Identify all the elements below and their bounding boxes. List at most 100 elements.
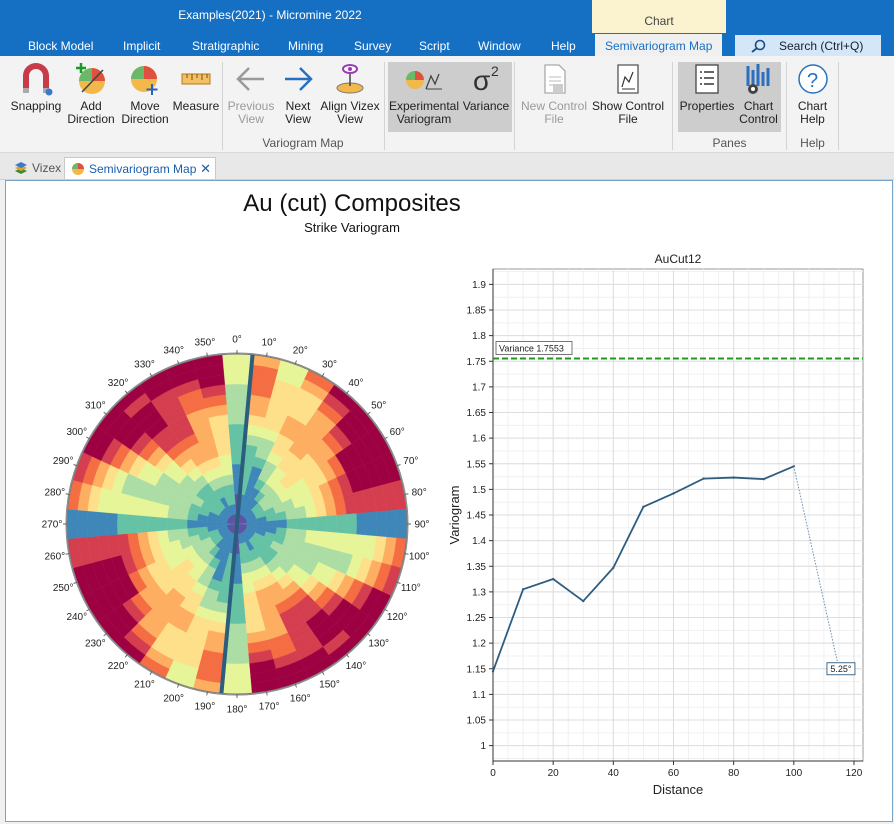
vizex-icon: [15, 162, 27, 174]
doc-tab-vizex[interactable]: Vizex: [8, 157, 62, 179]
rose-tick: [404, 493, 409, 495]
map-subtitle: Strike Variogram: [304, 220, 400, 235]
variance-label: Variance: [462, 99, 510, 113]
rose-cell: [76, 509, 88, 539]
rose-cell: [136, 515, 148, 533]
rose-tick: [149, 373, 153, 378]
chart-control-button[interactable]: Chart Control: [736, 62, 781, 132]
move-direction-button[interactable]: Move Direction: [118, 62, 172, 132]
close-icon[interactable]: ✕: [200, 161, 211, 176]
rose-angle-label: 120°: [387, 612, 408, 623]
tab-semivariogram-map[interactable]: Semivariogram Map: [595, 34, 723, 56]
doc-tab-semivariogram-label: Semivariogram Map: [89, 162, 197, 176]
series-point: [762, 477, 765, 481]
rose-cell: [316, 515, 328, 533]
properties-label: Properties: [679, 99, 735, 113]
add-direction-button[interactable]: Add Direction: [64, 62, 118, 132]
experimental-variogram-button[interactable]: Experimental Variogram: [388, 62, 460, 132]
ribbon-separator: [514, 62, 515, 150]
rose-tick: [177, 683, 180, 688]
y-tick-label: 1.35: [467, 562, 487, 573]
chart-file-icon: [617, 64, 639, 94]
tab-survey[interactable]: Survey: [354, 39, 392, 53]
direction-label-box: [826, 662, 856, 676]
rose-cell: [226, 403, 248, 415]
rose-tick: [266, 691, 268, 696]
new-file-icon: [544, 64, 566, 94]
snapping-button[interactable]: Snapping: [6, 62, 66, 132]
search-box[interactable]: Search (Ctrl+Q): [735, 35, 881, 57]
next-view-button[interactable]: Next View: [276, 62, 320, 132]
rose-cell: [222, 363, 252, 375]
series-point: [582, 599, 585, 603]
show-control-file-button[interactable]: Show Control File: [590, 62, 666, 132]
tab-stratigraphic[interactable]: Stratigraphic: [192, 39, 260, 53]
rose-angle-label: 240°: [66, 612, 87, 623]
rose-tick: [124, 653, 129, 658]
rose-angle-label: 270°: [42, 520, 63, 531]
y-tick-label: 1.1: [472, 690, 486, 701]
rose-cell: [225, 393, 249, 405]
previous-view-label-2: View: [238, 112, 264, 126]
rose-tick: [206, 352, 208, 357]
doc-tab-semivariogram-map[interactable]: Semivariogram Map ✕: [64, 157, 216, 179]
chart-control-label-1: Chart: [743, 99, 774, 113]
series-point: [732, 476, 735, 479]
help-icon: ?: [797, 64, 828, 94]
previous-view-button[interactable]: Previous View: [226, 62, 276, 132]
magnet-icon: [23, 63, 53, 96]
align-vizex-view-label-1: Align Vizex: [320, 99, 380, 113]
rose-cell: [222, 673, 252, 685]
new-control-file-button[interactable]: New Control File: [518, 62, 590, 132]
tab-implicit[interactable]: Implicit: [123, 39, 161, 53]
tab-help[interactable]: Help: [551, 39, 576, 53]
series-point: [642, 505, 645, 508]
x-tick-label: 40: [608, 768, 620, 779]
y-tick-label: 1.6: [472, 434, 486, 445]
rose-tick: [383, 608, 388, 612]
rose-tick: [206, 691, 208, 696]
rose-angle-label: 30°: [322, 359, 337, 370]
align-vizex-view-button[interactable]: Align Vizex View: [320, 62, 380, 132]
rose-cell: [386, 509, 398, 539]
rose-angle-label: 110°: [401, 583, 421, 594]
ribbon-separator: [838, 62, 839, 150]
rose-tick: [294, 683, 297, 688]
rose-cell: [225, 643, 249, 655]
rose-cell: [376, 510, 388, 538]
add-direction-label-1: Add: [80, 99, 102, 113]
rose-angle-label: 130°: [368, 638, 389, 649]
tab-mining[interactable]: Mining: [288, 39, 324, 53]
rose-tick: [73, 581, 78, 584]
rose-angle-label: 250°: [53, 583, 74, 594]
rose-cell: [286, 518, 298, 530]
rose-angle-label: 100°: [409, 552, 430, 563]
chart-help-button[interactable]: ? Chart Help: [790, 62, 835, 132]
properties-button[interactable]: Properties: [678, 62, 736, 132]
title-bar: Examples(2021) - Micromine 2022 Chart Bl…: [0, 0, 894, 57]
rose-tick: [177, 360, 180, 365]
rose-angle-label: 290°: [53, 456, 74, 467]
rose-cell: [228, 613, 246, 625]
rose-tick: [321, 373, 325, 378]
y-tick-label: 1.2: [472, 639, 486, 650]
group-label-panes: Panes: [712, 136, 747, 150]
rose-angle-label: 50°: [371, 401, 386, 412]
rose-tick: [345, 653, 350, 658]
rose-angle-label: 0°: [232, 335, 242, 346]
ribbon-separator: [222, 62, 223, 150]
rose-angle-label: 60°: [390, 427, 405, 438]
measure-button[interactable]: Measure: [171, 62, 221, 132]
tab-script[interactable]: Script: [419, 39, 450, 53]
rose-cell: [186, 519, 198, 529]
selected-direction-line[interactable]: [219, 354, 255, 694]
rose-angle-label: 170°: [259, 702, 280, 713]
y-tick-label: 1.4: [472, 536, 486, 547]
tab-window[interactable]: Window: [478, 39, 521, 53]
rose-angle-label: 180°: [227, 705, 248, 716]
tab-block-model[interactable]: Block Model: [28, 39, 94, 53]
variogram-rose[interactable]: [65, 352, 409, 696]
y-tick-label: 1.5: [472, 485, 486, 496]
